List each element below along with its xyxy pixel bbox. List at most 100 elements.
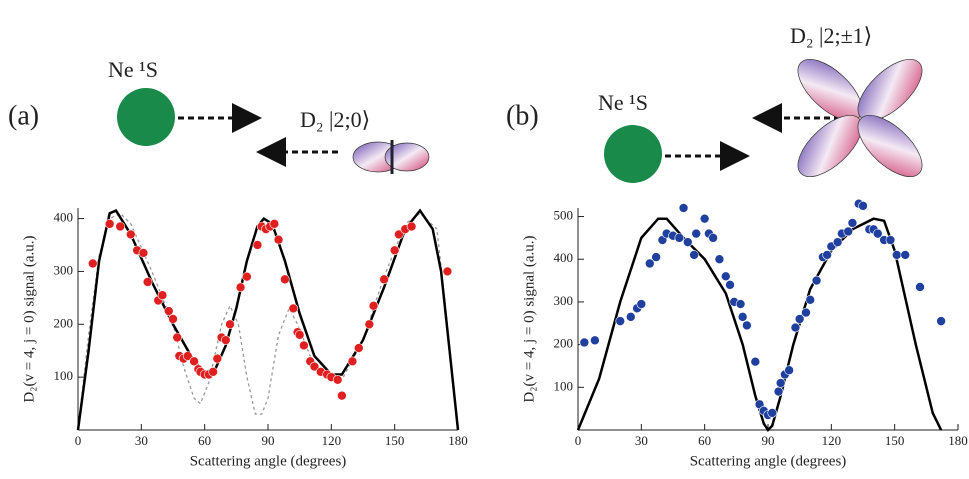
data-point [699, 213, 710, 224]
data-point [225, 319, 235, 330]
data-point [794, 314, 805, 324]
data-point [847, 218, 858, 228]
x-tick-label: 90 [762, 433, 775, 448]
data-point [242, 271, 252, 282]
x-tick-label: 0 [575, 433, 582, 448]
data-point [309, 361, 320, 372]
x-tick-label: 150 [385, 433, 405, 448]
data-point [891, 250, 902, 260]
molecule-icon [352, 140, 430, 174]
data-point [394, 229, 404, 240]
data-point [87, 258, 98, 269]
y-tick-label: 100 [554, 378, 574, 393]
data-point [720, 271, 731, 282]
x-tick-label: 180 [448, 433, 468, 448]
data-point [936, 316, 946, 326]
data-point [269, 219, 280, 229]
x-tick-label: 60 [198, 433, 211, 448]
atom-icon [117, 88, 175, 146]
data-point [682, 237, 693, 247]
data-point [299, 340, 309, 351]
data-point [280, 274, 290, 285]
data-point [822, 250, 832, 260]
data-point [125, 229, 136, 240]
data-point [767, 408, 778, 418]
data-point [294, 330, 305, 340]
data-point [406, 221, 417, 232]
data-point [689, 250, 699, 260]
data-point [104, 219, 115, 229]
data-point [353, 343, 364, 353]
data-point [651, 252, 661, 262]
data-point [220, 335, 231, 345]
data-point [750, 356, 761, 367]
data-point [182, 351, 193, 361]
data-point [389, 245, 400, 256]
data-point [858, 201, 868, 211]
data-point [368, 300, 379, 311]
data-point [288, 303, 299, 314]
atom-label: Ne ¹S [598, 90, 648, 115]
x-tick-label: 180 [948, 433, 968, 448]
data-point [775, 378, 786, 388]
x-tick-label: 30 [135, 433, 148, 448]
data-point [337, 390, 347, 401]
molecule-label: D₂ |2;±1⟩ [790, 23, 872, 48]
data-point [742, 320, 752, 331]
data-point [885, 235, 896, 245]
y-tick-label: 400 [554, 250, 574, 265]
x-tick-label: 30 [635, 433, 648, 448]
data-point [636, 299, 647, 309]
molecule-label: D₂ |2;0⟩ [300, 107, 370, 132]
data-point [615, 316, 626, 326]
data-point [674, 233, 685, 243]
data-point [347, 356, 358, 367]
data-point [115, 221, 126, 232]
x-tick-label: 60 [698, 433, 711, 448]
x-tick-label: 150 [885, 433, 905, 448]
data-point [725, 280, 735, 290]
data-point [168, 314, 178, 324]
data-point [142, 277, 153, 287]
atom-label: Ne ¹S [108, 57, 158, 82]
data-point [157, 290, 168, 301]
data-point [212, 353, 223, 364]
data-point [811, 275, 822, 286]
data-point [737, 312, 748, 322]
data-point [708, 233, 718, 243]
data-point [790, 322, 801, 333]
y-tick-label: 300 [54, 262, 74, 277]
molecule-icon [797, 59, 923, 177]
data-point [773, 386, 784, 397]
y-tick-label: 400 [54, 210, 74, 225]
atom-icon [604, 125, 662, 183]
data-point [252, 240, 263, 250]
data-point [332, 374, 343, 385]
panel-label: (a) [8, 100, 39, 131]
x-tick-label: 90 [262, 433, 275, 448]
data-point [801, 307, 811, 318]
data-point [872, 228, 883, 239]
data-point [625, 312, 636, 322]
data-point [714, 254, 725, 265]
data-point [805, 294, 816, 305]
data-point [189, 356, 199, 367]
data-point [208, 367, 218, 377]
x-tick-label: 0 [75, 433, 82, 448]
data-point [735, 299, 746, 309]
x-axis-label: Scattering angle (degrees) [190, 453, 347, 469]
data-point [442, 266, 453, 277]
data-point [235, 282, 246, 293]
data-point [691, 228, 702, 239]
curve [77, 212, 459, 431]
data-point [579, 337, 590, 348]
y-axis-label: D₂(v = 4, j = 0) signal (a.u.) [21, 235, 37, 402]
x-axis-label: Scattering angle (degrees) [690, 453, 847, 469]
data-point [163, 306, 174, 316]
y-tick-label: 200 [554, 336, 574, 351]
y-axis-label: D₂(v = 4, j = 0) signal (a.u.) [521, 235, 537, 402]
data-point [843, 226, 854, 237]
y-tick-label: 500 [554, 208, 574, 223]
data-point [832, 237, 843, 247]
